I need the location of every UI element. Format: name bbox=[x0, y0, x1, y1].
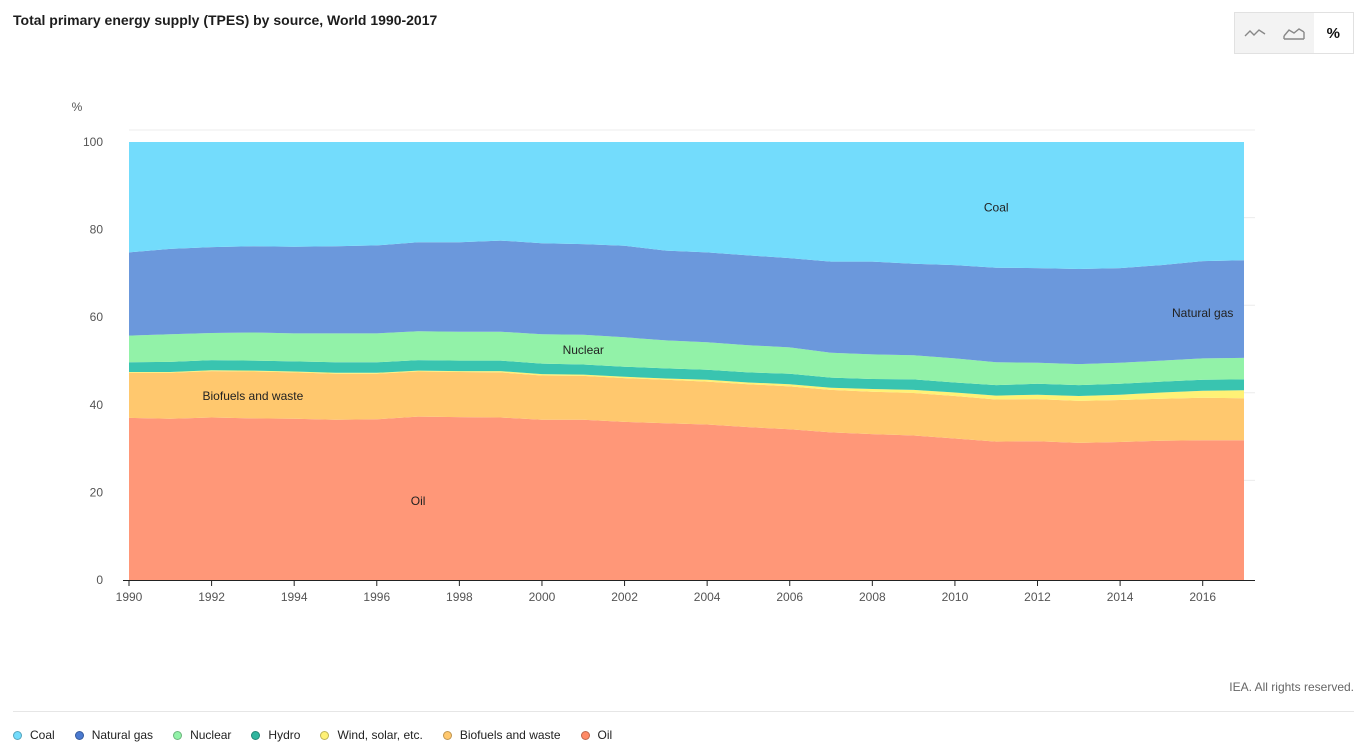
legend-label: Hydro bbox=[268, 728, 301, 742]
x-tick-label: 2016 bbox=[1189, 590, 1216, 604]
x-tick-label: 1996 bbox=[363, 590, 390, 604]
view-toggle: % bbox=[1234, 12, 1354, 54]
legend-item[interactable]: Coal bbox=[13, 728, 55, 742]
legend-marker-icon bbox=[442, 730, 452, 740]
line-view-button[interactable] bbox=[1235, 13, 1274, 53]
legend-marker-icon bbox=[173, 730, 183, 740]
legend-item[interactable]: Hydro bbox=[251, 728, 300, 742]
legend-label: Nuclear bbox=[190, 728, 232, 742]
area-annotation: Biofuels and waste bbox=[203, 389, 304, 403]
x-tick-label: 2006 bbox=[776, 590, 803, 604]
area-view-button[interactable] bbox=[1274, 13, 1313, 53]
area-hydro bbox=[129, 360, 1244, 396]
legend-item[interactable]: Natural gas bbox=[74, 728, 154, 742]
x-tick-label: 2000 bbox=[529, 590, 556, 604]
legend-marker-icon bbox=[580, 730, 590, 740]
legend-marker-icon bbox=[13, 730, 22, 740]
legend-label: Wind, solar, etc. bbox=[337, 728, 423, 742]
x-tick-label: 2008 bbox=[859, 590, 886, 604]
chart-title: Total primary energy supply (TPES) by so… bbox=[13, 12, 438, 28]
y-tick-label: 20 bbox=[90, 485, 104, 499]
area-coal bbox=[129, 142, 1244, 269]
x-tick-label: 1990 bbox=[116, 590, 143, 604]
x-tick-label: 2012 bbox=[1024, 590, 1051, 604]
legend-item[interactable]: Biofuels and waste bbox=[442, 728, 561, 742]
y-tick-label: 40 bbox=[90, 398, 104, 412]
area-annotation: Coal bbox=[984, 201, 1009, 215]
copyright-credit: IEA. All rights reserved. bbox=[1229, 680, 1354, 694]
legend: Coal Natural gas Nuclear Hydro Wind, solar, … bbox=[13, 728, 632, 742]
legend-item[interactable]: Oil bbox=[580, 728, 613, 742]
axes: 0 20 40 60 80 100% 1990 1992 1994 1996 1998 2000 200… bbox=[72, 100, 1255, 604]
x-tick-label: 1994 bbox=[281, 590, 308, 604]
y-tick-label: 100 bbox=[83, 135, 103, 149]
legend-divider bbox=[13, 711, 1354, 712]
area-chart-icon bbox=[1283, 28, 1305, 40]
stacked-area-chart: 0 20 40 60 80 100% 1990 1992 1994 1996 1998 2000 200… bbox=[72, 100, 1255, 604]
legend-label: Natural gas bbox=[91, 728, 154, 742]
y-tick-label: 80 bbox=[90, 223, 104, 237]
legend-label: Biofuels and waste bbox=[459, 728, 561, 742]
y-tick-label: 60 bbox=[90, 310, 104, 324]
area-series bbox=[129, 142, 1244, 580]
x-tick-label: 2004 bbox=[694, 590, 721, 604]
legend-item[interactable]: Nuclear bbox=[173, 728, 231, 742]
y-axis-label: % bbox=[72, 100, 83, 114]
legend-item[interactable]: Wind, solar, etc. bbox=[320, 728, 423, 742]
area-biofuels-and-waste bbox=[129, 371, 1244, 443]
area-labels: Coal Natural gas Nuclear Biofuels and waste… bbox=[203, 201, 1234, 508]
legend-marker-icon bbox=[74, 730, 84, 740]
area-natural-gas bbox=[129, 240, 1244, 365]
area-annotation: Oil bbox=[411, 494, 426, 508]
x-tick-label: 2002 bbox=[611, 590, 638, 604]
area-wind-solar-etc bbox=[129, 370, 1244, 401]
x-tick-label: 2014 bbox=[1107, 590, 1134, 604]
percent-view-button[interactable]: % bbox=[1313, 13, 1353, 53]
y-tick-label: 0 bbox=[96, 573, 103, 587]
legend-label: Coal bbox=[30, 728, 55, 742]
x-tick-label: 2010 bbox=[942, 590, 969, 604]
legend-marker-icon bbox=[320, 730, 330, 740]
area-annotation: Nuclear bbox=[563, 343, 604, 357]
area-nuclear bbox=[129, 331, 1244, 386]
line-chart-icon bbox=[1244, 29, 1266, 37]
x-tick-label: 1998 bbox=[446, 590, 473, 604]
legend-marker-icon bbox=[251, 730, 261, 740]
area-annotation: Natural gas bbox=[1172, 306, 1233, 320]
x-tick-label: 1992 bbox=[198, 590, 225, 604]
legend-label: Oil bbox=[597, 728, 613, 742]
percent-label: % bbox=[1326, 24, 1340, 42]
area-oil bbox=[129, 416, 1244, 580]
